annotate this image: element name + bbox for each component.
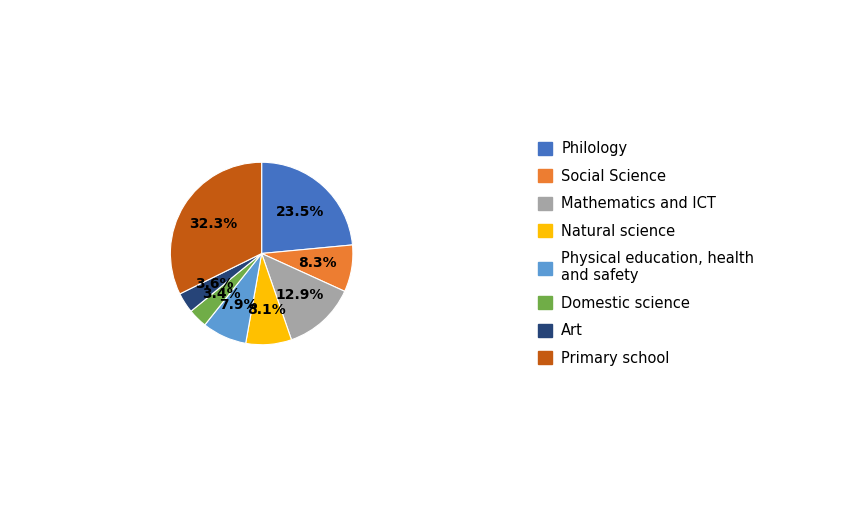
Wedge shape <box>262 245 353 292</box>
Wedge shape <box>246 254 291 345</box>
Text: 7.9%: 7.9% <box>219 298 257 312</box>
Text: 32.3%: 32.3% <box>189 216 237 231</box>
Text: 3.4%: 3.4% <box>203 287 241 301</box>
Text: 12.9%: 12.9% <box>276 288 324 303</box>
Text: 3.6%: 3.6% <box>195 277 233 291</box>
Wedge shape <box>205 254 262 343</box>
Wedge shape <box>170 162 262 294</box>
Wedge shape <box>262 162 353 254</box>
Wedge shape <box>180 254 262 311</box>
Text: 8.1%: 8.1% <box>246 303 285 317</box>
Text: 23.5%: 23.5% <box>276 204 324 219</box>
Wedge shape <box>191 254 262 325</box>
Text: 8.3%: 8.3% <box>298 256 337 270</box>
Wedge shape <box>262 254 344 340</box>
Legend: Philology, Social Science, Mathematics and ICT, Natural science, Physical educat: Philology, Social Science, Mathematics a… <box>531 134 761 373</box>
